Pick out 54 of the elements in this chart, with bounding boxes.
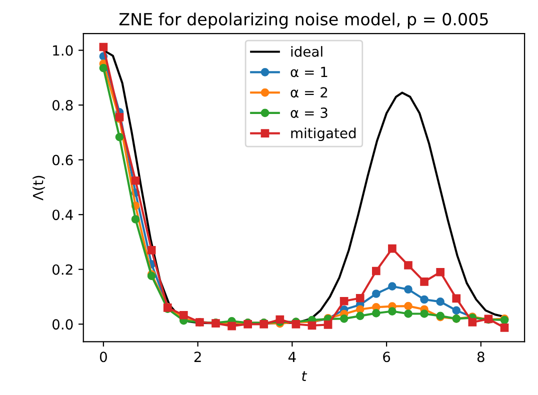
point [147,246,156,254]
point [404,302,412,310]
point [340,296,348,306]
y-tick-label: 0.4 [52,210,73,220]
y-tick-label: 0.2 [52,264,72,275]
point [388,244,396,253]
point [452,306,461,315]
legend-label: mitigated [291,128,356,142]
point [500,324,509,332]
point [356,305,364,314]
point [356,294,364,302]
point [131,215,140,224]
point [324,320,332,329]
point [99,42,108,52]
point [179,310,188,320]
x-tick-label: 0 [100,352,107,362]
point [404,261,412,270]
point [340,314,348,323]
y-tick-label: 1.0 [53,45,73,56]
point [420,310,428,318]
x-tick-label: 4 [288,352,296,362]
x-tick-label: 8 [477,352,484,362]
legend-label: ideal [291,46,322,57]
y-axis-title: Λ(t) [32,176,45,200]
point [436,298,444,306]
point [388,307,396,316]
x-axis-title: t [302,371,308,381]
point [99,64,108,72]
point [372,266,380,276]
chart-title: ZNE for depolarizing noise model, p = 0.005 [119,12,488,29]
point [404,285,412,294]
point [436,268,444,276]
point [115,132,124,142]
point [372,309,380,318]
point [228,322,236,330]
point [420,278,428,286]
legend-label: α = 3 [290,107,328,118]
point [452,294,461,303]
point [388,282,396,291]
y-tick-label: 0.0 [52,319,73,330]
point [372,290,380,298]
x-tick-label: 6 [383,352,390,362]
legend-label: α = 1 [290,66,328,78]
point [131,176,140,185]
point [420,295,428,304]
legend-label: α = 2 [290,87,328,98]
point [276,315,284,324]
point [404,310,412,318]
point [468,318,477,326]
x-tick-label: 2 [194,352,201,362]
y-tick-label: 0.8 [52,100,73,111]
point [308,321,316,330]
y-tick-label: 0.6 [52,154,73,166]
point [356,312,364,320]
